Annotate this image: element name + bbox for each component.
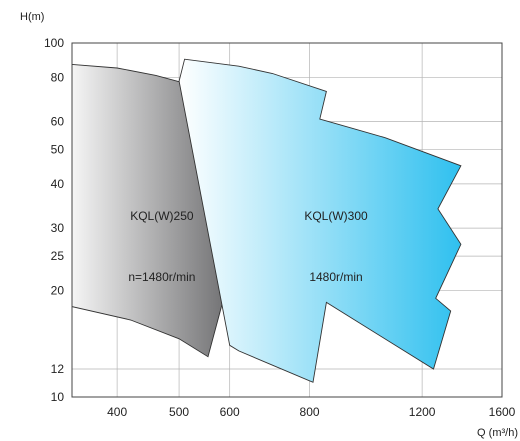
- x-tick-label: 1200: [409, 405, 436, 419]
- y-axis-title: H(m): [20, 11, 44, 23]
- y-tick-label: 40: [51, 177, 65, 191]
- x-tick-label: 600: [220, 405, 240, 419]
- series-region-kqlw300: [178, 58, 462, 383]
- series-label: KQL(W)250: [130, 209, 194, 223]
- x-tick-label: 800: [300, 405, 320, 419]
- x-tick-label: 400: [107, 405, 127, 419]
- y-tick-label: 100: [44, 36, 64, 50]
- y-tick-label: 10: [51, 390, 65, 404]
- y-tick-label: 60: [51, 115, 65, 129]
- region-labels: KQL(W)250 n=1480r/min KQL(W)300 1480r/min: [128, 209, 368, 284]
- y-tick-label: 80: [51, 70, 65, 84]
- plot-frame: [71, 42, 503, 398]
- x-tick-label: 500: [169, 405, 189, 419]
- y-tick-label: 30: [51, 221, 65, 235]
- series-label: KQL(W)300: [304, 209, 368, 223]
- series-label: n=1480r/min: [128, 270, 195, 284]
- x-axis-title: Q (m³/h): [477, 427, 518, 439]
- series-regions: [71, 58, 462, 383]
- y-tick-label: 25: [51, 249, 65, 263]
- x-tick-label: 1600: [489, 405, 516, 419]
- tick-labels: 10 12 20 25 30 40 50 60 80 100 400 500 600 800 1200 160…: [44, 36, 516, 419]
- series-label: 1480r/min: [309, 270, 362, 284]
- y-tick-label: 50: [51, 143, 65, 157]
- y-tick-label: 12: [51, 362, 65, 376]
- y-tick-label: 20: [51, 283, 65, 297]
